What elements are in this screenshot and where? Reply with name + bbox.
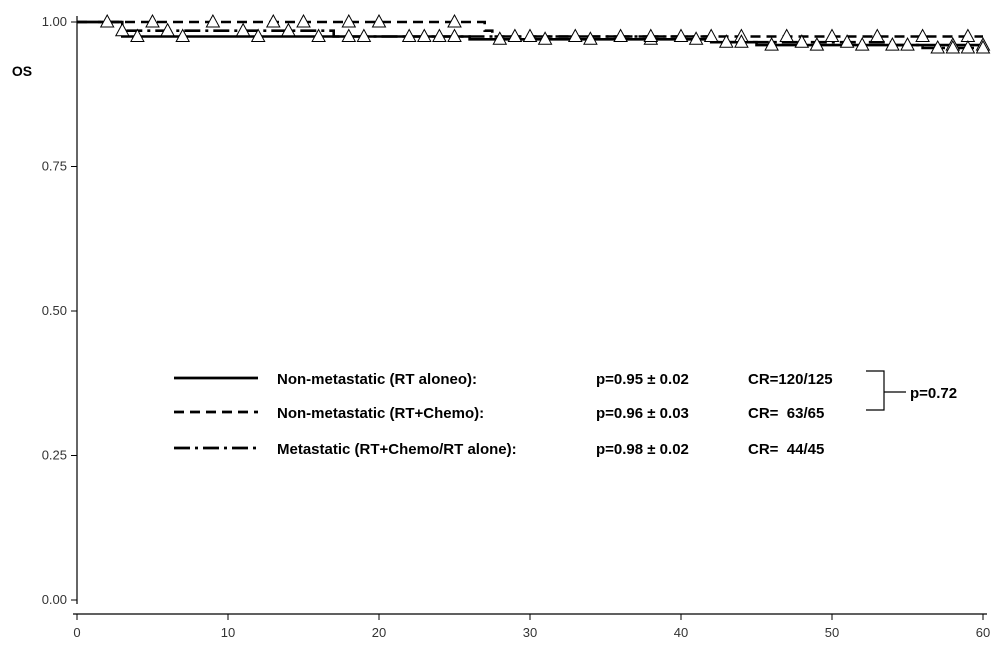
x-tick-label: 30 — [523, 625, 537, 640]
y-tick-label: 0.50 — [42, 303, 67, 318]
censor-markers — [101, 15, 990, 53]
legend-label-1: Non-metastatic (RT aloneo): — [277, 371, 477, 388]
x-tick-label: 40 — [674, 625, 688, 640]
legend-cr-3: CR= 44/45 — [748, 441, 824, 458]
x-tick-label: 60 — [976, 625, 990, 640]
legend-stat-1: p=0.95 ± 0.02 — [596, 371, 689, 388]
legend: Non-metastatic (RT aloneo): p=0.95 ± 0.02… — [174, 371, 957, 458]
pvalue-annotation: p=0.72 — [910, 385, 957, 402]
legend-cr-1: CR=120/125 — [748, 371, 833, 388]
legend-cr-2: CR= 63/65 — [748, 405, 824, 422]
y-tick-label: 0.00 — [42, 592, 67, 607]
y-tick-label: 1.00 — [42, 14, 67, 29]
y-tick-label: 0.25 — [42, 448, 67, 463]
y-tick-label: 0.75 — [42, 159, 67, 174]
x-tick-label: 0 — [73, 625, 80, 640]
comparison-bracket — [866, 371, 884, 410]
legend-stat-3: p=0.98 ± 0.02 — [596, 441, 689, 458]
axes: 0.00 0.25 0.50 0.75 1.00 0 10 20 30 40 50 60 OS — [12, 14, 990, 640]
x-tick-label: 20 — [372, 625, 386, 640]
x-tick-label: 10 — [221, 625, 235, 640]
legend-label-2: Non-metastatic (RT+Chemo): — [277, 405, 484, 422]
legend-stat-2: p=0.96 ± 0.03 — [596, 405, 689, 422]
legend-label-3: Metastatic (RT+Chemo/RT alone): — [277, 441, 517, 458]
y-axis-title: OS — [12, 63, 32, 79]
x-tick-label: 50 — [825, 625, 839, 640]
